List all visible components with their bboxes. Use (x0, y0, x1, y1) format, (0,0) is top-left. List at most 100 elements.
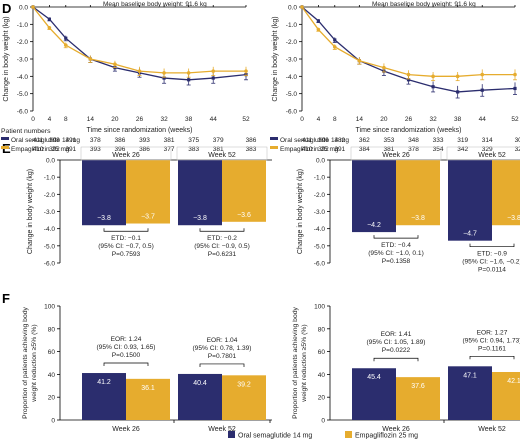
data-point (137, 69, 142, 73)
patient-number: 391 (65, 146, 76, 153)
patient-number: 386 (246, 137, 257, 144)
x-axis-title: Time since randomization (weeks) (87, 127, 193, 134)
stats-bracket (199, 228, 245, 232)
patient-number: 381 (213, 146, 224, 153)
legend-label-semaglutide: Oral semaglutide 14 mg (11, 137, 80, 144)
x-tick-label: 4 (48, 116, 52, 123)
patient-number: 386 (139, 146, 150, 153)
y-tick-label: -2.0 (17, 39, 29, 46)
x-tick-label: 52 (242, 116, 250, 123)
y-tick-label: 100 (314, 304, 325, 311)
y-tick-label: -4.0 (286, 74, 298, 81)
stats-bracket (103, 228, 149, 232)
y-tick-label: -2.0 (44, 192, 56, 199)
data-point (47, 17, 51, 21)
patient-number: 354 (433, 146, 444, 153)
data-point (480, 88, 484, 92)
x-tick-label: 38 (185, 116, 193, 123)
x-tick-label: 8 (64, 116, 68, 123)
data-point (162, 71, 166, 75)
bar-semaglutide (82, 373, 126, 420)
bar-value-label: 41.2 (97, 379, 111, 386)
data-point (357, 58, 362, 63)
patient-number: 383 (188, 146, 199, 153)
y-tick-label: 0.0 (288, 5, 297, 12)
bar-value-label: 45.4 (367, 374, 381, 381)
bar-semaglutide (448, 366, 492, 420)
bar-value-label: −3.8 (97, 215, 111, 222)
x-tick-label: 26 (405, 116, 413, 123)
stats-line-1: ETD: −0.1 (111, 235, 141, 242)
legend-swatch-empagliflozin (345, 431, 352, 438)
data-point (382, 65, 386, 70)
series-line-empagliflozin (301, 6, 515, 77)
stats-line-1: EOR: 1.41 (381, 331, 412, 338)
bar-chart-e-right: 0.0 -1.0 -2.0 -3.0 -4.0 -5.0 -6.0 Change in bod… (297, 146, 520, 274)
category-label: Week 52 (478, 152, 506, 159)
patient-number: 381 (383, 146, 394, 153)
bar-semaglutide (352, 368, 396, 420)
data-point (187, 78, 191, 82)
y-tick-label: -6.0 (286, 109, 298, 116)
stats-line-2: (95% CI: 0.93, 1.65) (96, 344, 155, 351)
data-point (211, 76, 215, 80)
category-label: Week 26 (382, 426, 410, 433)
y-tick-label: 0.0 (46, 158, 55, 165)
legend-label-empagliflozin: Empagliflozin 25 mg (280, 146, 339, 153)
baseline-annotation: Mean baseline body weight: 91.6 kg (372, 1, 476, 8)
y-axis-title: Change in body weight (kg) (272, 16, 279, 101)
bar-value-label: 42.1 (507, 378, 520, 385)
patient-number: 377 (164, 146, 175, 153)
legend-swatch-empagliflozin (1, 146, 9, 149)
data-point (186, 71, 191, 75)
y-tick-label: 100 (44, 304, 55, 311)
patient-number: 329 (482, 146, 493, 153)
stats-line-1: EOR: 1.24 (111, 336, 142, 343)
y-axis-title: Proportion of patients achieving body wei… (22, 306, 38, 418)
stats-bracket (469, 355, 515, 360)
patient-number: 383 (246, 146, 257, 153)
stats-line-2: (95% CI: 0.94, 1.73) (462, 337, 520, 344)
category-label: Week 26 (112, 426, 140, 433)
stats-line-2: (95% CI: −0.7, 0.5) (98, 243, 154, 250)
legend-swatch-semaglutide (270, 137, 278, 140)
x-tick-label: 14 (356, 116, 364, 123)
stats-bracket (373, 235, 419, 239)
y-tick-label: -5.0 (314, 243, 326, 250)
bottom-legend: Oral semaglutide 14 mg Empagliflozin 25 m… (228, 431, 418, 440)
y-tick-label: -3.0 (286, 57, 298, 64)
patient-number: 353 (383, 137, 394, 144)
bar-empagliflozin (492, 160, 520, 226)
patient-number: 393 (90, 146, 101, 153)
series-line-semaglutide (301, 6, 516, 93)
data-point (162, 76, 166, 80)
week-header-box (176, 146, 268, 161)
y-tick-label: -1.0 (44, 175, 56, 182)
patient-number: 396 (114, 146, 125, 153)
stats-line-3: P=0.1358 (382, 258, 411, 265)
y-tick-label: -1.0 (17, 22, 29, 29)
bar-value-label: −4.7 (463, 231, 477, 238)
data-point (64, 36, 68, 40)
bar-semaglutide (178, 160, 222, 226)
x-tick-label: 8 (333, 116, 337, 123)
series-line-semaglutide (32, 6, 247, 81)
stats-line-2: (95% CI: 1.05, 1.89) (366, 339, 425, 346)
y-tick-label: -4.0 (44, 226, 56, 233)
y-tick-label: 80 (48, 326, 56, 333)
data-point (431, 85, 435, 89)
patient-number: 391 (334, 146, 345, 153)
x-axis-title: Time since randomization (weeks) (356, 127, 462, 134)
y-tick-label: 40 (318, 372, 326, 379)
stats-line-3: P=0.7593 (112, 251, 141, 258)
week-header-box (446, 146, 520, 161)
y-tick-label: 40 (48, 372, 56, 379)
week-header-box (350, 146, 442, 161)
bar-empagliflozin (396, 377, 440, 420)
stats-line-2: (95% CI: −0.9, 0.5) (194, 243, 250, 250)
stats-bracket (103, 362, 149, 367)
stats-line-3: P=0.6231 (208, 251, 237, 258)
patient-number: 333 (433, 137, 444, 144)
data-point (406, 72, 411, 77)
data-point (316, 19, 320, 23)
